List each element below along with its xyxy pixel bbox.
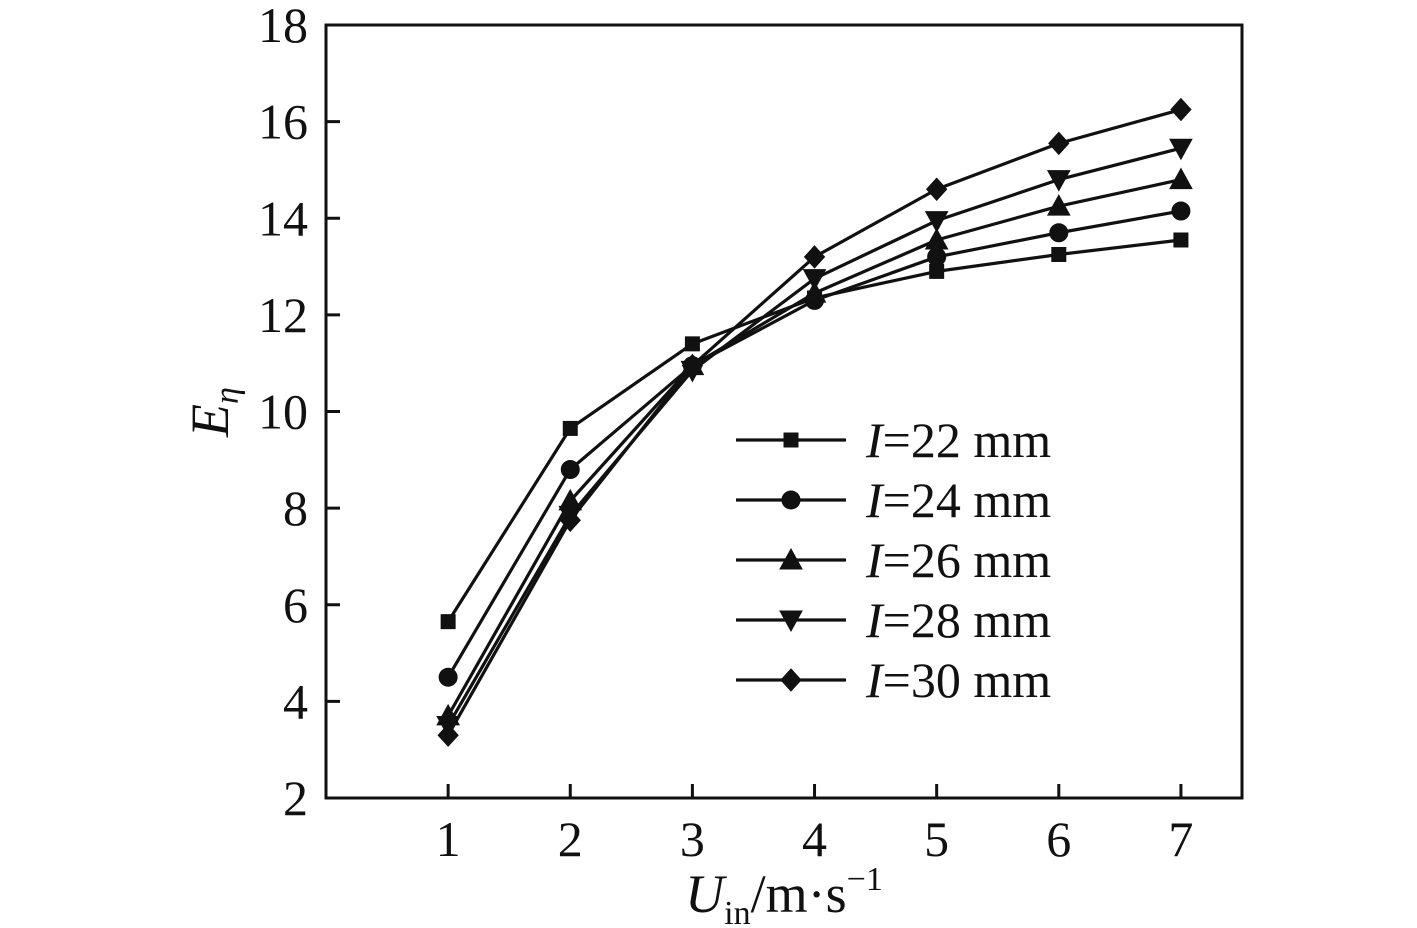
x-tick-label: 2 [558,811,583,867]
data-point-square [1173,232,1189,248]
legend-label: I=22 mm [865,412,1051,468]
legend-label-prefix: I [865,592,885,648]
data-point-triangle-down [779,610,803,633]
data-point-triangle-up [779,547,803,570]
data-point-triangle-up [802,281,827,303]
legend-label: I=30 mm [865,652,1051,708]
legend-item: I=24 mm [736,472,1051,528]
y-tick-label: 4 [283,673,308,729]
legend-item: I=26 mm [736,532,1051,588]
data-point-diamond [780,668,802,692]
legend-label-name: =22 mm [883,412,1052,468]
series-layer [436,97,1193,747]
x-tick-label: 4 [802,811,827,867]
data-point-triangle-up [924,227,949,250]
y-tick-label: 16 [258,94,308,150]
legend-item: I=28 mm [736,592,1051,648]
data-point-triangle-down [802,269,827,291]
x-axis-title-sup: −1 [847,861,883,898]
y-tick-label: 18 [258,0,308,53]
data-point-square [440,614,456,630]
data-point-circle [1049,223,1069,243]
legend-label-name: =24 mm [883,472,1052,528]
data-point-triangle-up [1169,167,1193,190]
legend-label-name: =30 mm [883,652,1052,708]
data-point-circle [781,490,801,510]
legend-label: I=28 mm [865,592,1051,648]
data-point-square [684,336,700,352]
data-point-diamond [437,723,459,747]
x-axis-title-main: U [685,864,727,924]
legend-label-prefix: I [865,472,885,528]
x-tick-label: 6 [1046,811,1071,867]
legend-label-name: =28 mm [883,592,1052,648]
data-point-circle [1171,201,1191,221]
data-point-circle [560,459,580,479]
data-point-square [783,432,799,448]
data-point-circle [927,247,947,267]
legend-label: I=24 mm [865,472,1051,528]
data-point-diamond [925,177,948,202]
data-point-triangle-down [924,211,949,233]
data-point-circle [438,667,458,687]
y-tick-label: 10 [258,384,308,440]
data-point-diamond [1048,131,1070,156]
y-axis-title-main: E [180,404,240,438]
series-line [446,146,1182,727]
x-axis-ticks: 1 2 3 4 5 6 7 [436,784,1193,867]
data-point-diamond [559,508,581,532]
y-axis-title-sub: η [209,387,246,404]
x-axis-title-sub: in [724,895,750,928]
data-point-square [562,420,578,436]
legend-label-name: =26 mm [883,532,1052,588]
y-axis-ticks: 2 4 6 8 10 12 14 16 18 [258,0,340,826]
y-tick-label: 8 [283,480,308,536]
data-point-triangle-down [1046,170,1071,192]
legend-item: I=22 mm [736,412,1051,468]
y-tick-label: 6 [283,577,308,633]
x-axis-title-unit: /m·s [751,864,847,924]
x-tick-label: 3 [680,811,705,867]
legend: I=22 mmI=24 mmI=26 mmI=28 mmI=30 mm [736,412,1051,708]
y-tick-label: 12 [258,287,308,343]
legend-label: I=26 mm [865,532,1051,588]
legend-label-prefix: I [865,412,885,468]
legend-label-prefix: I [865,532,885,588]
legend-label-prefix: I [865,652,885,708]
y-tick-label: 14 [258,190,308,246]
legend-item: I=30 mm [736,652,1051,708]
y-axis-title: Eη [180,387,246,438]
x-axis-title: Uin/m·s−1 [685,861,883,928]
data-point-triangle-up [1046,194,1071,216]
y-tick-label: 2 [283,770,308,826]
data-point-square [1051,246,1067,262]
data-point-triangle-down [1169,138,1193,161]
data-point-diamond [803,245,826,269]
x-tick-label: 1 [436,811,461,867]
x-tick-label: 5 [924,811,949,867]
data-point-diamond [1170,97,1192,122]
data-point-square [929,263,945,279]
series-5 [437,97,1192,747]
data-point-diamond [681,353,704,378]
x-tick-label: 7 [1168,811,1193,867]
